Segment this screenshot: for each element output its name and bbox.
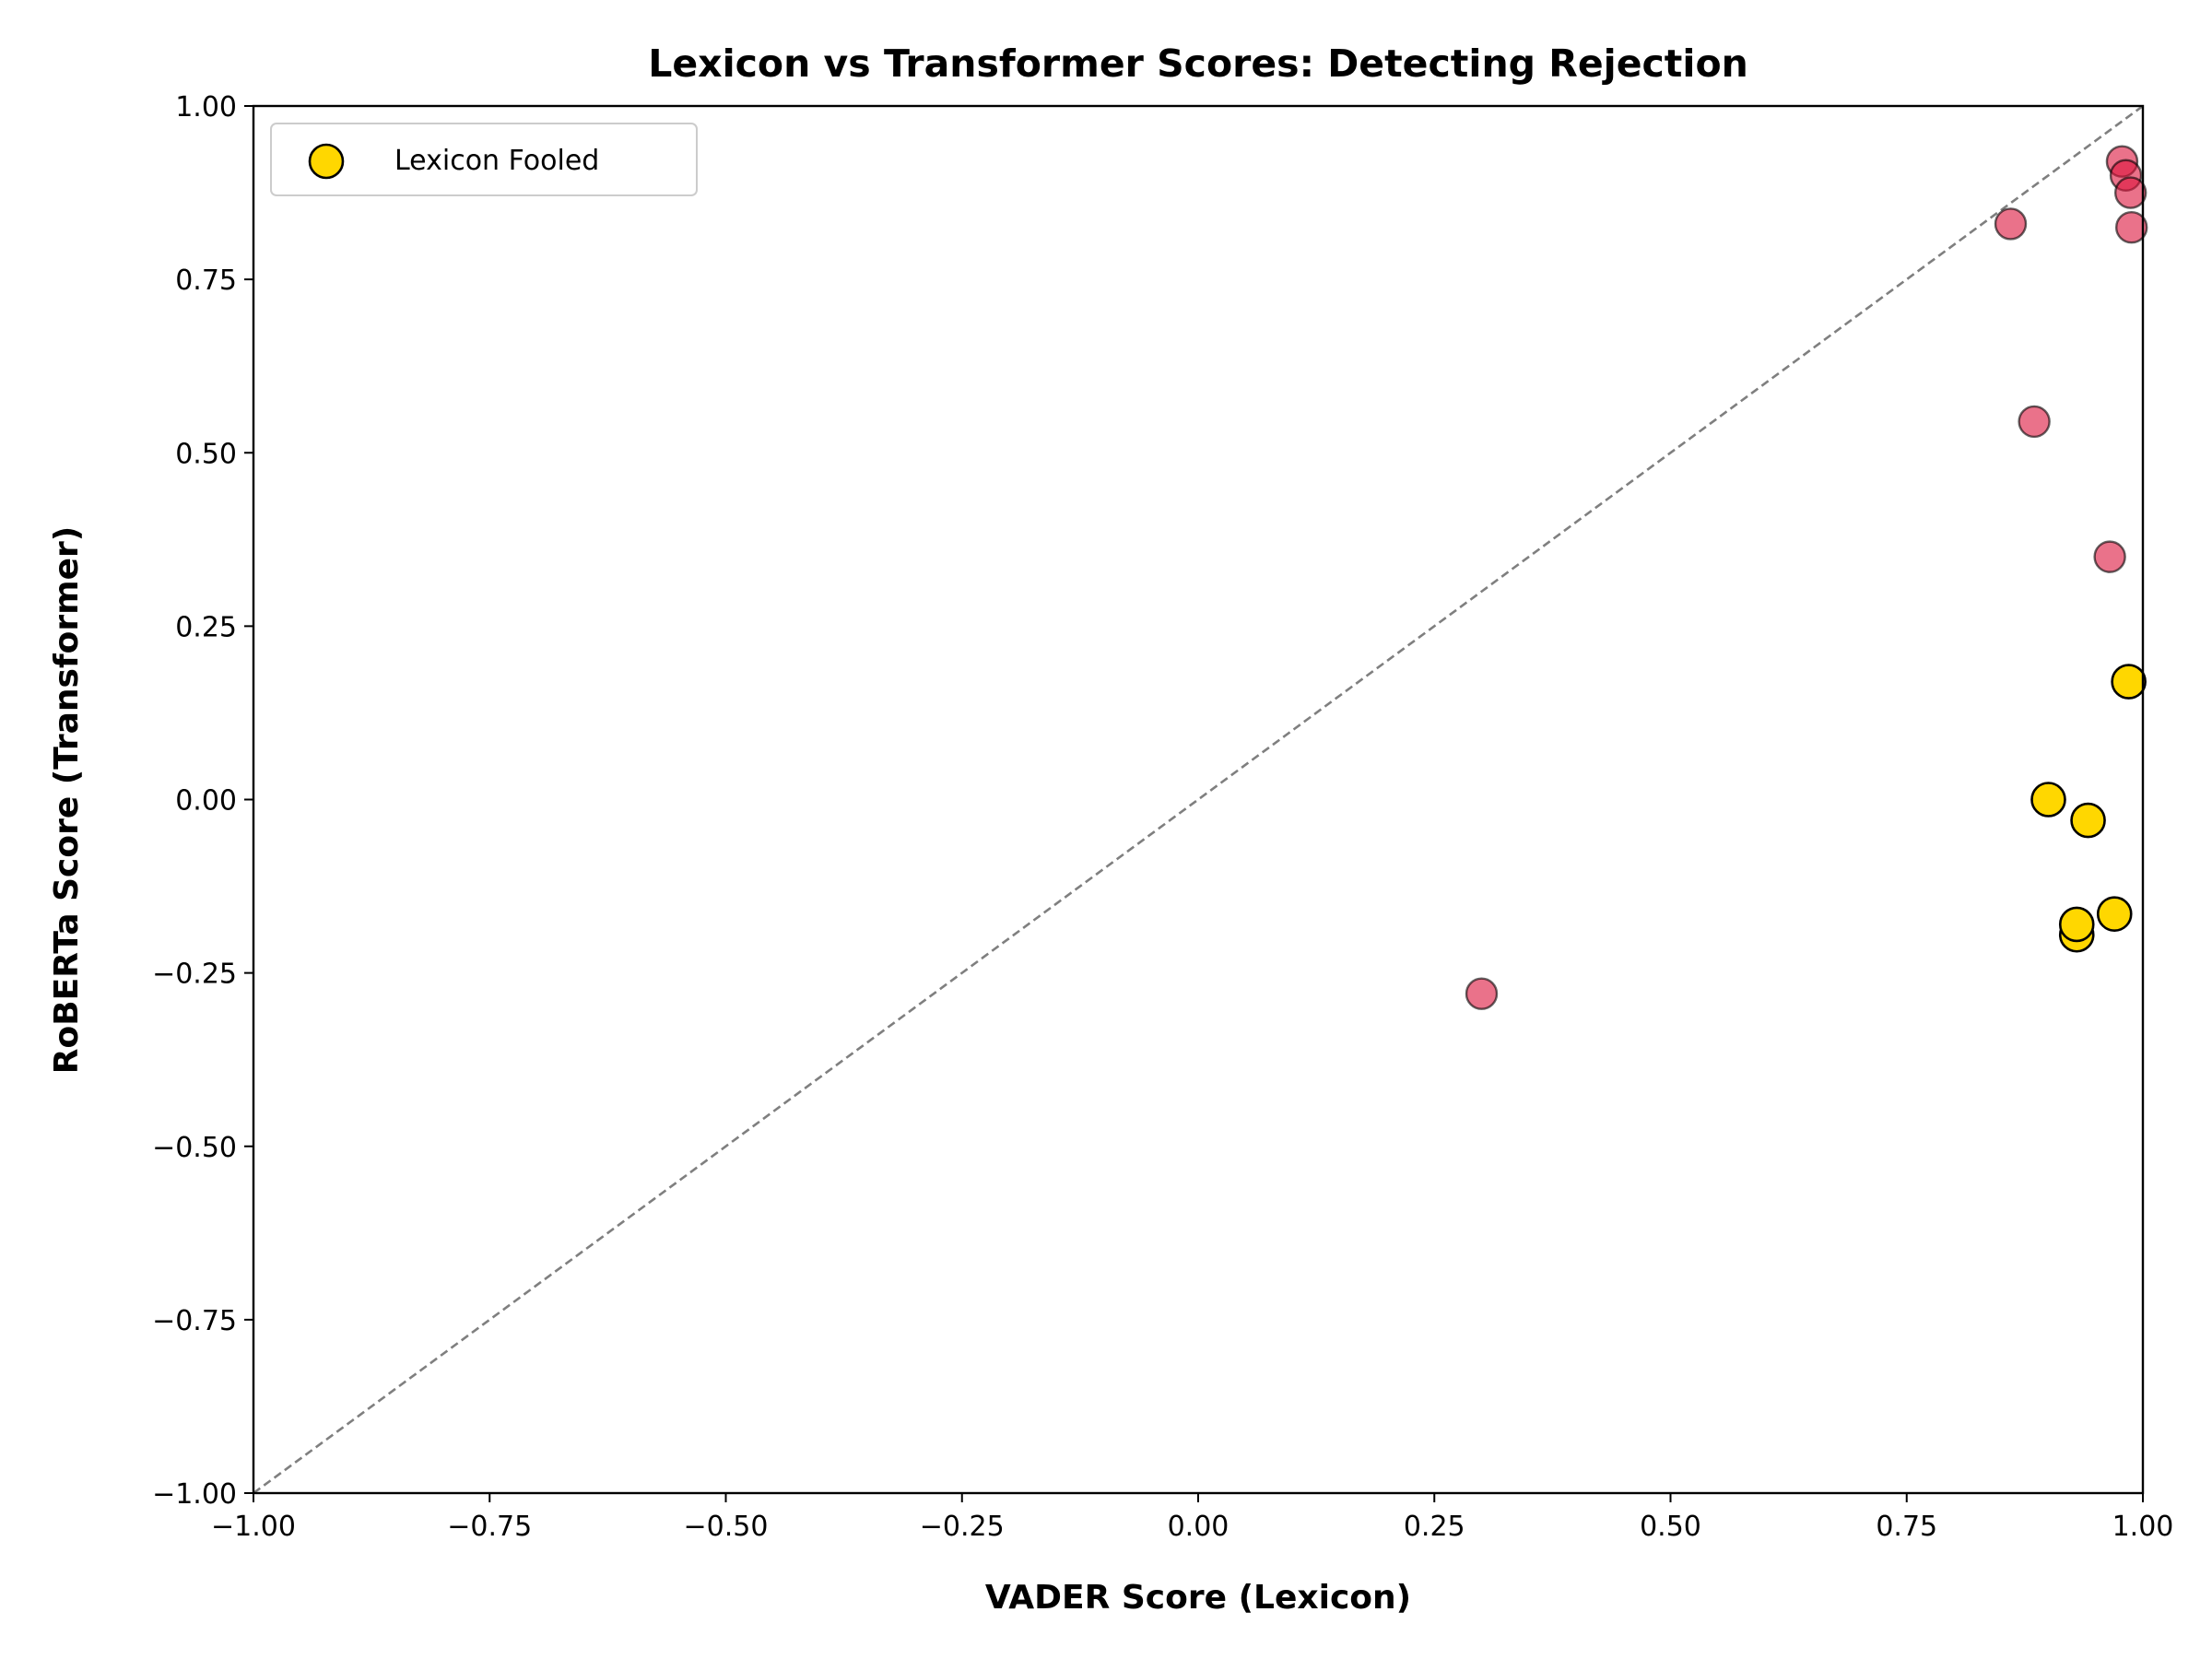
y-tick-label: −0.75 xyxy=(152,1305,237,1337)
legend: Lexicon Fooled xyxy=(271,124,697,195)
x-tick-label: −0.25 xyxy=(920,1511,1005,1543)
x-tick-label: 0.75 xyxy=(1876,1511,1937,1543)
y-tick-label: 0.00 xyxy=(175,785,237,818)
data-point-lexicon-fooled xyxy=(2112,665,2146,699)
x-axis-label: VADER Score (Lexicon) xyxy=(985,1579,1411,1617)
data-point-lexicon-fooled xyxy=(2098,898,2131,931)
chart-title: Lexicon vs Transformer Scores: Detecting… xyxy=(648,41,1748,86)
x-tick-label: 1.00 xyxy=(2112,1511,2174,1543)
x-tick-label: 0.00 xyxy=(1168,1511,1230,1543)
data-point xyxy=(1466,979,1497,1009)
data-point xyxy=(1995,208,2026,239)
legend-label-lexicon-fooled: Lexicon Fooled xyxy=(394,145,599,177)
x-tick-label: −0.75 xyxy=(447,1511,532,1543)
data-point xyxy=(2095,542,2125,572)
y-tick-label: −1.00 xyxy=(152,1478,237,1511)
data-point xyxy=(2019,406,2050,437)
y-tick-label: 0.75 xyxy=(175,265,237,297)
data-point-lexicon-fooled xyxy=(2032,783,2065,817)
y-tick-label: 0.50 xyxy=(175,438,237,470)
legend-marker-lexicon-fooled xyxy=(310,145,343,178)
x-tick-label: 0.25 xyxy=(1404,1511,1465,1543)
x-tick-label: 0.50 xyxy=(1640,1511,1701,1543)
data-point xyxy=(2115,178,2146,208)
y-axis-label: RoBERTa Score (Transformer) xyxy=(48,526,86,1074)
data-point-lexicon-fooled xyxy=(2072,804,2105,837)
y-tick-label: 0.25 xyxy=(175,611,237,643)
x-tick-label: −0.50 xyxy=(684,1511,769,1543)
y-tick-label: −0.50 xyxy=(152,1132,237,1164)
y-tick-label: −0.25 xyxy=(152,959,237,991)
data-point-lexicon-fooled xyxy=(2060,908,2093,941)
x-tick-label: −1.00 xyxy=(211,1511,296,1543)
y-tick-label: 1.00 xyxy=(175,91,237,124)
